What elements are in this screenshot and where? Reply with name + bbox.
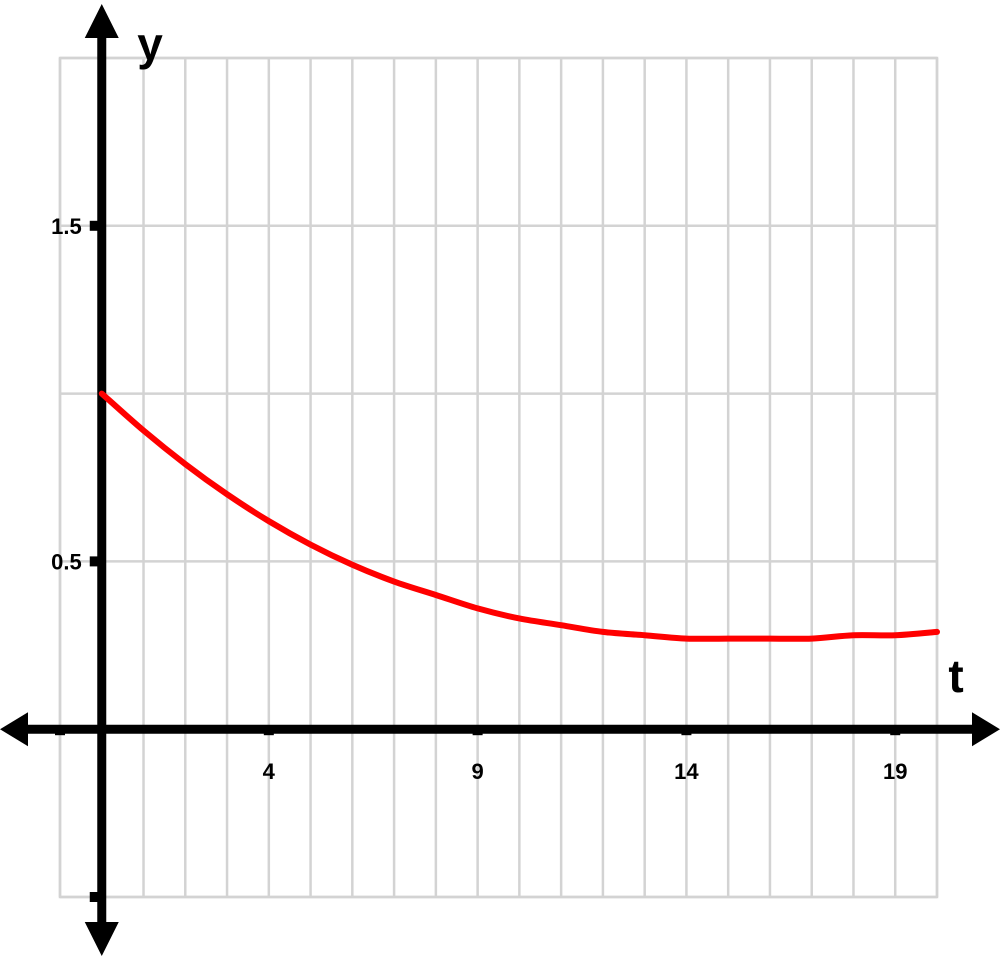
- x-tick-mark: [55, 725, 65, 736]
- x-tick-mark: [472, 725, 483, 736]
- y-tick-mark: [89, 892, 102, 902]
- y-axis-arrow-up: [84, 4, 119, 38]
- x-axis-arrow-right: [972, 712, 1000, 747]
- x-tick-mark: [681, 725, 692, 736]
- plot-area: [58, 56, 939, 899]
- axes: [0, 4, 1000, 956]
- x-tick-mark: [890, 725, 901, 736]
- x-tick-label: 4: [263, 759, 276, 784]
- x-tick-label: 9: [471, 759, 483, 784]
- y-axis-arrow-down: [84, 922, 119, 956]
- y-axis-title: y: [137, 18, 163, 70]
- x-axis-arrow-left: [0, 712, 28, 747]
- series: [98, 390, 940, 642]
- y-tick-mark: [89, 556, 102, 567]
- ticks: 4 9 14 19 0.5 1.5: [51, 214, 907, 902]
- y-tick-mark: [89, 220, 102, 231]
- y-tick-label: 1.5: [51, 214, 82, 239]
- x-tick-mark: [263, 725, 274, 736]
- y-tick-label: 0.5: [51, 549, 82, 574]
- x-tick-label: 14: [674, 759, 699, 784]
- series-line: [98, 390, 940, 642]
- x-axis-title: t: [948, 650, 963, 702]
- x-tick-label: 19: [883, 759, 907, 784]
- grid: [58, 56, 939, 899]
